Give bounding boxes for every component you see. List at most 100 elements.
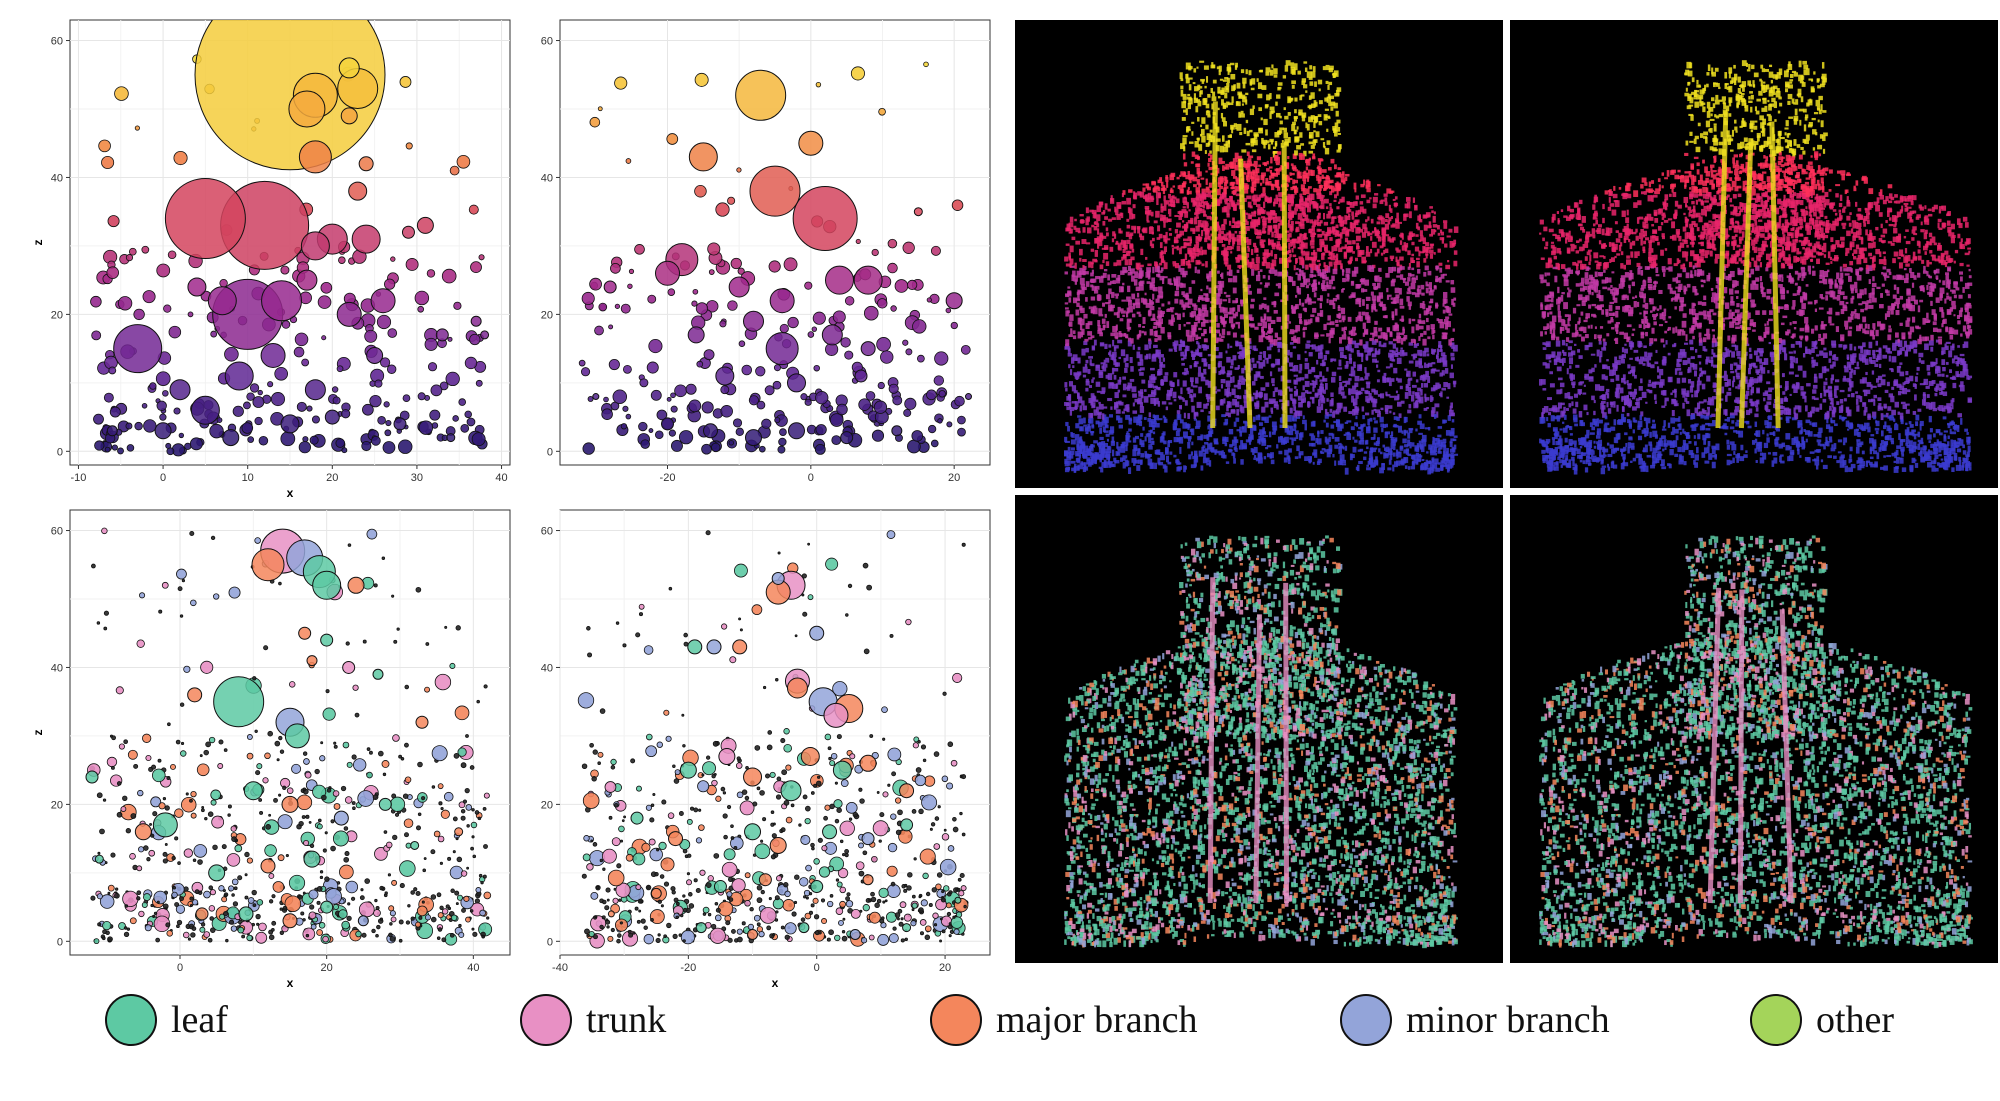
scatter-point xyxy=(650,803,655,808)
scatter-point xyxy=(437,783,444,790)
scatter-point xyxy=(741,789,748,795)
scatter-point xyxy=(890,305,897,312)
scatter-point xyxy=(262,777,269,784)
scatter-point xyxy=(114,892,120,899)
scatter-point xyxy=(199,926,206,933)
scatter-point xyxy=(301,815,306,819)
scatter-point xyxy=(772,933,776,937)
scatter-point xyxy=(592,842,598,847)
scatter-point xyxy=(450,888,455,894)
scatter-point xyxy=(278,793,282,797)
scatter-point xyxy=(423,857,427,860)
x-tick-label: 20 xyxy=(948,472,960,484)
scatter-point xyxy=(913,857,917,861)
scatter-point xyxy=(455,625,461,631)
scatter-point xyxy=(657,899,662,904)
scatter-point xyxy=(625,158,632,164)
scatter-point xyxy=(926,297,932,303)
scatter-point xyxy=(682,907,688,913)
scatter-point xyxy=(775,910,779,914)
scatter-point xyxy=(325,689,330,694)
scatter-point xyxy=(390,916,397,923)
scatter-point xyxy=(175,904,186,914)
scatter-point xyxy=(333,803,341,810)
scatter-point xyxy=(482,806,487,811)
scatter-point xyxy=(417,392,426,401)
scatter-point xyxy=(645,804,652,811)
scatter-point xyxy=(682,939,686,943)
scatter-point xyxy=(246,934,253,942)
scatter-point xyxy=(601,848,617,864)
y-tick-label: 40 xyxy=(51,662,63,674)
scatter-point xyxy=(399,76,412,88)
scatter-point xyxy=(589,277,602,291)
scatter-point xyxy=(697,780,710,793)
scatter-point xyxy=(416,825,421,831)
scatter-point xyxy=(125,422,133,430)
scatter-point xyxy=(436,936,441,940)
scatter-point xyxy=(714,901,719,906)
scatter-point xyxy=(770,854,776,860)
scatter-point xyxy=(655,937,661,943)
scatter-point xyxy=(322,935,329,943)
scatter-point xyxy=(125,254,134,262)
scatter-point xyxy=(813,914,820,920)
scatter-point xyxy=(374,898,378,903)
scatter-point xyxy=(764,385,775,396)
scatter-point xyxy=(765,773,770,779)
scatter-point xyxy=(591,776,597,782)
scatter-point xyxy=(282,905,288,911)
scatter-point xyxy=(316,929,324,936)
scatter-point xyxy=(894,912,901,918)
scatter-point xyxy=(643,925,648,930)
scatter-point xyxy=(756,922,761,927)
scatter-point xyxy=(274,366,289,381)
scatter-point xyxy=(141,403,148,409)
scatter-point xyxy=(101,936,106,941)
scatter-point xyxy=(347,576,365,594)
scatter-point xyxy=(461,907,466,913)
scatter-point xyxy=(342,741,350,749)
scatter-point xyxy=(947,741,954,748)
scatter-point xyxy=(739,628,743,632)
scatter-point xyxy=(911,908,915,912)
scatter-point xyxy=(197,859,203,865)
scatter-point xyxy=(430,894,437,900)
scatter-point xyxy=(965,393,972,401)
scatter-point xyxy=(210,789,222,801)
scatter-point xyxy=(105,930,110,936)
scatter-point xyxy=(167,722,171,727)
scatter-point xyxy=(658,841,667,851)
scatter-point xyxy=(802,611,808,617)
scatter-point xyxy=(703,349,715,361)
scatter-point xyxy=(659,874,665,879)
scatter-point xyxy=(839,886,847,894)
scatter-point xyxy=(887,842,898,853)
scatter-point xyxy=(698,808,702,812)
scatter-point xyxy=(692,288,699,295)
scatter-point xyxy=(223,910,229,917)
scatter-point xyxy=(179,614,184,618)
scatter-point xyxy=(774,417,781,424)
scatter-point xyxy=(421,796,426,801)
scatter-point xyxy=(300,231,330,261)
scatter-point xyxy=(201,808,205,813)
scatter-point xyxy=(780,738,786,744)
scatter-point xyxy=(743,767,763,787)
scatter-point xyxy=(721,861,738,878)
scatter-point xyxy=(180,741,185,746)
scatter-point xyxy=(650,887,662,899)
scatter-point xyxy=(162,903,169,910)
scatter-point xyxy=(934,351,949,366)
scatter-point xyxy=(123,931,130,938)
scatter-point xyxy=(954,896,962,904)
scatter-point xyxy=(929,827,933,831)
scatter-point xyxy=(138,846,145,853)
scatter-point xyxy=(963,904,967,909)
scatter-point xyxy=(152,811,158,817)
scatter-point xyxy=(298,894,303,900)
scatter-point xyxy=(104,446,111,453)
scatter-point xyxy=(711,923,717,930)
scatter-point xyxy=(469,909,474,913)
scatter-point xyxy=(200,922,206,927)
